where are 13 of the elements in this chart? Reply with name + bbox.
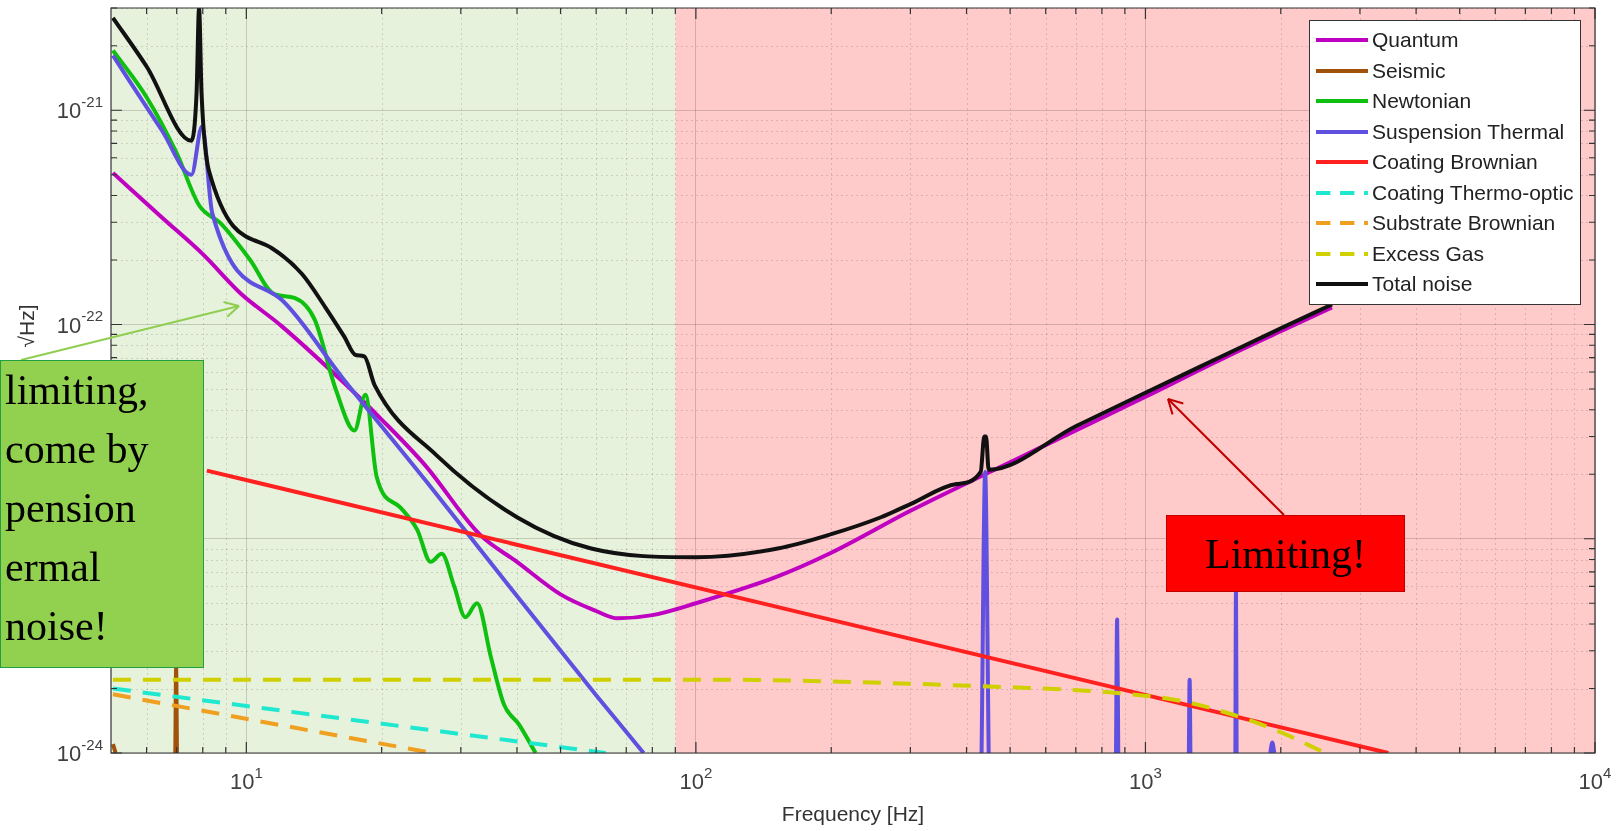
annotation: limiting, come by pension ermal noise! (0, 360, 204, 668)
annotation: Limiting! (1166, 515, 1405, 592)
legend-label: Quantum (1372, 27, 1459, 53)
legend-label: Substrate Brownian (1372, 210, 1556, 236)
x-axis-title: Frequency [Hz] (781, 801, 925, 825)
legend-label: Total noise (1372, 271, 1473, 297)
legend-label: Coating Brownian (1372, 149, 1538, 175)
legend-label: Suspension Thermal (1372, 118, 1565, 145)
legend-label: Coating Thermo-optic (1372, 179, 1574, 206)
legend-label: Excess Gas (1372, 240, 1485, 267)
y-axis-title: √Hz] (14, 304, 38, 348)
legend-label: Seismic (1372, 57, 1446, 84)
legend-label: Newtonian (1372, 88, 1472, 114)
